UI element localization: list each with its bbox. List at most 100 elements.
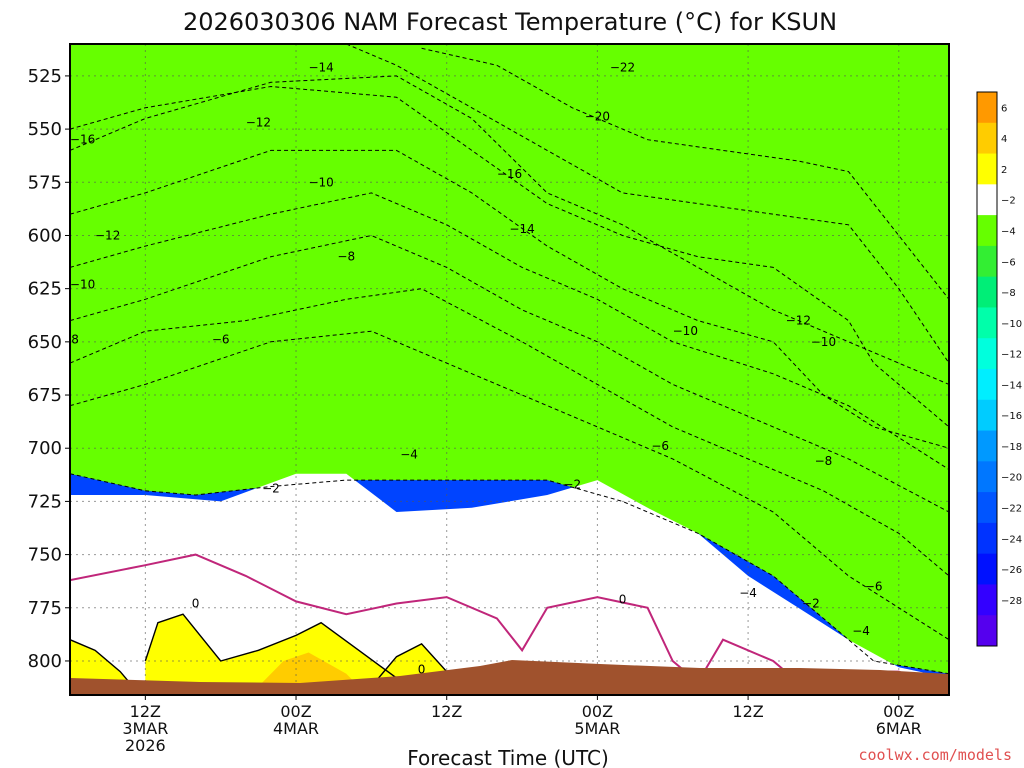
colorbar-swatch (977, 215, 997, 247)
x-tick-label: 12Z (130, 702, 161, 721)
temperature-contour-line (70, 234, 949, 513)
y-tick-label: 800 (28, 651, 62, 672)
colorbar-swatch (977, 307, 997, 339)
y-tick-label: 725 (28, 491, 62, 512)
colorbar-swatch (977, 245, 997, 278)
colorbar-label: −28 (1001, 596, 1022, 607)
temperature-contour-line (70, 75, 949, 385)
contour-label: −14 (509, 222, 534, 236)
temperature-contour-line (70, 639, 134, 687)
colorbar-swatch (977, 553, 997, 585)
colorbar-swatch (977, 338, 997, 370)
contour-label: 0 (192, 597, 200, 611)
temperature-band (70, 473, 949, 687)
x-tick-label: 5MAR (574, 719, 620, 738)
colorbar: 6 4 2 −2 −4 −6 −8 −10 −12 −14 −16 −18 −20 −22 −24 −26 −2… (976, 91, 1022, 647)
y-tick-label: 750 (28, 545, 62, 566)
x-tick-label: 12Z (431, 702, 462, 721)
contour-label: −14 (308, 60, 333, 74)
contour-label: −6 (865, 580, 883, 594)
x-tick-label: 00Z (883, 702, 914, 721)
y-tick-label: 650 (28, 332, 62, 353)
x-tick-label: 2026 (125, 736, 166, 755)
y-tick-label: 675 (28, 385, 62, 406)
temperature-contour-line (70, 330, 949, 641)
colorbar-label: −10 (1001, 319, 1022, 330)
y-tick-label: 575 (28, 172, 62, 193)
colorbar-label: −24 (1001, 534, 1022, 545)
colorbar-swatch (977, 369, 997, 401)
temperature-band (70, 44, 949, 674)
colorbar-swatch (977, 153, 997, 185)
temperature-band (145, 614, 422, 687)
temperature-contour-line (421, 47, 949, 300)
x-axis-title: Forecast Time (UTC) (407, 746, 609, 768)
chart-title: 2026030306 NAM Forecast Temperature (°C)… (183, 8, 837, 36)
colorbar-frame (976, 91, 998, 647)
colorbar-label: 4 (1001, 134, 1007, 145)
contour-label: −12 (95, 228, 120, 242)
temperature-contour-line (70, 473, 949, 675)
temperature-contour-line (70, 288, 949, 577)
contour-label: −2 (563, 477, 581, 491)
contour-label: −2 (802, 597, 820, 611)
contour-label: 0 (619, 592, 627, 606)
temperature-contour-line (144, 613, 422, 688)
terrain-ground (70, 660, 949, 695)
colorbar-label: 6 (1001, 103, 1007, 114)
colorbar-label: −18 (1001, 442, 1022, 453)
contour-label: −10 (673, 324, 698, 338)
colorbar-swatch (977, 492, 997, 524)
y-tick-label: 525 (28, 66, 62, 87)
temperature-contour-line (346, 44, 949, 364)
colorbar-swatch (977, 430, 997, 462)
y-tick-label: 775 (28, 598, 62, 619)
contour-label: −12 (246, 116, 271, 130)
plot-frame (69, 43, 950, 696)
contour-label: −22 (610, 60, 635, 74)
credit-text: coolwx.com/models (858, 746, 1012, 764)
colorbar-label: −12 (1001, 350, 1022, 361)
colorbar-swatch (977, 522, 997, 555)
x-tick-label: 3MAR (122, 719, 168, 738)
contour-label: −6 (212, 333, 230, 347)
contour-label: −8 (815, 454, 833, 468)
contour-label: −2 (262, 482, 280, 496)
colorbar-label: −14 (1001, 380, 1022, 391)
y-tick-label: 550 (28, 119, 62, 140)
colorbar-swatch (977, 615, 997, 647)
colorbar-label: 2 (1001, 165, 1007, 176)
x-tick-label: 00Z (582, 702, 613, 721)
colorbar-swatch (977, 584, 997, 616)
contour-label: −8 (337, 250, 355, 264)
contour-label: −4 (400, 448, 418, 462)
temperature-band (258, 652, 359, 687)
colorbar-swatch (977, 92, 997, 124)
contour-label: −10 (811, 335, 836, 349)
y-tick-label: 600 (28, 225, 62, 246)
contour-label: −16 (70, 133, 95, 147)
contour-label: −16 (497, 167, 522, 181)
y-tick-label: 625 (28, 279, 62, 300)
temperature-contour-line (70, 85, 949, 428)
y-tick-label: 700 (28, 438, 62, 459)
colorbar-label: −16 (1001, 411, 1022, 422)
colorbar-swatch (977, 184, 997, 216)
contour-label: 0 (418, 662, 426, 676)
x-tick-label: 00Z (280, 702, 311, 721)
x-tick-label: 12Z (732, 702, 763, 721)
colorbar-swatch (977, 122, 997, 155)
colorbar-label: −26 (1001, 565, 1022, 576)
colorbar-label: −2 (1001, 196, 1016, 207)
contour-label: −4 (739, 586, 757, 600)
contour-label: −6 (651, 439, 669, 453)
colorbar-label: −8 (1001, 288, 1016, 299)
contour-label: −4 (852, 624, 870, 638)
contour-label: −10 (70, 277, 95, 291)
colorbar-swatch (977, 276, 997, 308)
colorbar-label: −4 (1001, 227, 1016, 238)
colorbar-label: −20 (1001, 473, 1022, 484)
colorbar-swatch (977, 399, 997, 432)
colorbar-label: −6 (1001, 257, 1016, 268)
